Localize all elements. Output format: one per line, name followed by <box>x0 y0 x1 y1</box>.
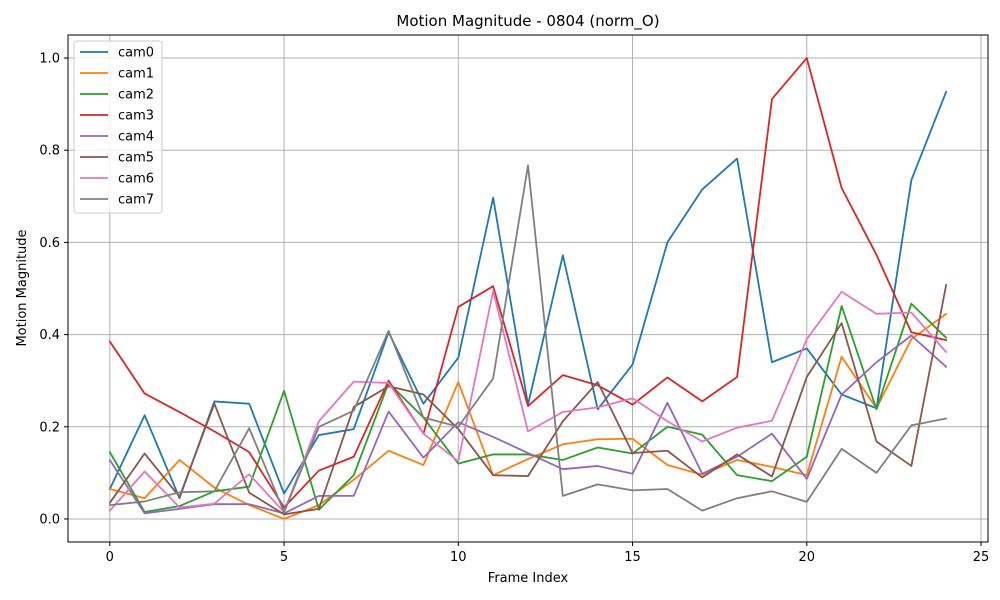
legend-label-cam2: cam2 <box>118 88 154 103</box>
y-tick-label: 0.2 <box>39 420 60 435</box>
x-axis-label: Frame Index <box>488 571 569 586</box>
legend-box <box>73 40 163 214</box>
y-tick-label: 1.0 <box>39 52 60 67</box>
legend-label-cam3: cam3 <box>118 109 154 124</box>
x-tick-label: 5 <box>280 550 288 565</box>
legend-label-cam6: cam6 <box>118 172 154 187</box>
grid <box>68 35 988 542</box>
legend-label-cam0: cam0 <box>118 46 154 61</box>
x-tick-label: 20 <box>799 550 816 565</box>
y-tick-label: 0.6 <box>39 236 60 251</box>
legend: cam0 cam1 cam2 cam3 cam4 cam5 cam6 cam7 <box>73 40 163 214</box>
series-line-cam6 <box>108 289 948 513</box>
x-tick-label: 15 <box>624 550 641 565</box>
x-tick-label: 25 <box>973 550 990 565</box>
series-line-cam2 <box>108 302 948 513</box>
series-line-cam3 <box>108 57 948 509</box>
y-tick-label: 0.0 <box>39 512 60 527</box>
chart-title: Motion Magnitude - 0804 (norm_O) <box>396 12 659 31</box>
y-tick-label: 0.4 <box>39 328 60 343</box>
legend-label-cam1: cam1 <box>118 67 154 82</box>
series-line-cam5 <box>108 283 948 516</box>
x-tick-label: 0 <box>106 550 114 565</box>
legend-label-cam5: cam5 <box>118 151 154 166</box>
series-line-cam7 <box>108 164 948 513</box>
x-tick-label: 10 <box>450 550 467 565</box>
series-line-cam4 <box>108 334 948 515</box>
plot-frame <box>67 34 989 543</box>
series-lines <box>108 57 948 520</box>
y-axis-label: Motion Magnitude <box>15 229 30 346</box>
legend-label-cam4: cam4 <box>118 130 154 145</box>
ticks: 0 5 10 15 20 25 0.0 0.2 0.4 0.6 0.8 1.0 <box>39 52 989 565</box>
y-tick-label: 0.8 <box>39 144 60 159</box>
legend-label-cam7: cam7 <box>118 193 154 208</box>
